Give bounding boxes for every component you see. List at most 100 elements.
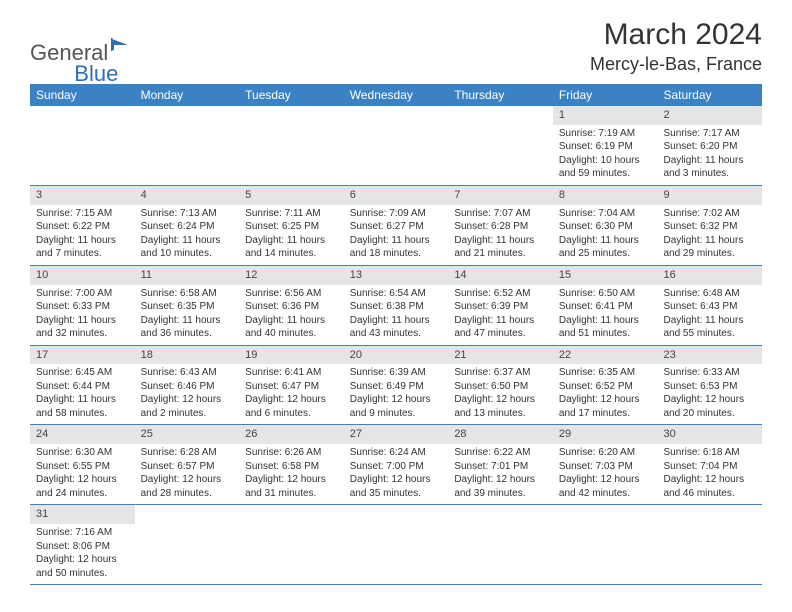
empty-cell <box>553 505 658 584</box>
day-line: Daylight: 11 hours <box>559 314 652 328</box>
day-line: and 18 minutes. <box>350 247 443 261</box>
day-line: Sunset: 6:58 PM <box>245 460 338 474</box>
month-title: March 2024 <box>590 18 762 52</box>
day-line: and 40 minutes. <box>245 327 338 341</box>
day-line: Sunset: 6:36 PM <box>245 300 338 314</box>
day-line: Sunrise: 6:24 AM <box>350 446 443 460</box>
empty-cell <box>344 505 449 584</box>
week-row: 3Sunrise: 7:15 AMSunset: 6:22 PMDaylight… <box>30 186 762 266</box>
day-line: Daylight: 12 hours <box>663 393 756 407</box>
day-line: and 36 minutes. <box>141 327 234 341</box>
day-cell: 30Sunrise: 6:18 AMSunset: 7:04 PMDayligh… <box>657 425 762 504</box>
day-line: and 50 minutes. <box>36 567 129 581</box>
day-number: 23 <box>657 346 762 365</box>
day-line: Sunset: 7:04 PM <box>663 460 756 474</box>
day-content: Sunrise: 6:41 AMSunset: 6:47 PMDaylight:… <box>239 364 344 424</box>
day-line: and 43 minutes. <box>350 327 443 341</box>
day-content: Sunrise: 6:58 AMSunset: 6:35 PMDaylight:… <box>135 285 240 345</box>
day-line: Sunrise: 7:07 AM <box>454 207 547 221</box>
day-line: Daylight: 11 hours <box>36 393 129 407</box>
day-header-cell: Wednesday <box>344 84 449 106</box>
day-number: 18 <box>135 346 240 365</box>
day-line: Sunrise: 6:52 AM <box>454 287 547 301</box>
week-row: 24Sunrise: 6:30 AMSunset: 6:55 PMDayligh… <box>30 425 762 505</box>
day-number: 27 <box>344 425 449 444</box>
day-line: and 46 minutes. <box>663 487 756 501</box>
day-line: Daylight: 11 hours <box>663 234 756 248</box>
day-line: Sunrise: 7:19 AM <box>559 127 652 141</box>
day-content: Sunrise: 7:04 AMSunset: 6:30 PMDaylight:… <box>553 205 658 265</box>
day-line: Sunset: 6:20 PM <box>663 140 756 154</box>
day-number: 2 <box>657 106 762 125</box>
day-header-cell: Monday <box>135 84 240 106</box>
day-content: Sunrise: 6:52 AMSunset: 6:39 PMDaylight:… <box>448 285 553 345</box>
day-cell: 18Sunrise: 6:43 AMSunset: 6:46 PMDayligh… <box>135 346 240 425</box>
empty-cell <box>448 505 553 584</box>
day-content: Sunrise: 7:13 AMSunset: 6:24 PMDaylight:… <box>135 205 240 265</box>
day-number: 16 <box>657 266 762 285</box>
day-line: Sunset: 7:01 PM <box>454 460 547 474</box>
day-number: 13 <box>344 266 449 285</box>
day-cell: 23Sunrise: 6:33 AMSunset: 6:53 PMDayligh… <box>657 346 762 425</box>
day-cell: 19Sunrise: 6:41 AMSunset: 6:47 PMDayligh… <box>239 346 344 425</box>
day-line: Sunrise: 6:28 AM <box>141 446 234 460</box>
day-line: Daylight: 11 hours <box>350 314 443 328</box>
day-content: Sunrise: 7:07 AMSunset: 6:28 PMDaylight:… <box>448 205 553 265</box>
day-line: Sunrise: 6:30 AM <box>36 446 129 460</box>
day-content: Sunrise: 6:33 AMSunset: 6:53 PMDaylight:… <box>657 364 762 424</box>
day-number: 30 <box>657 425 762 444</box>
day-line: Sunset: 6:52 PM <box>559 380 652 394</box>
day-line: Daylight: 12 hours <box>350 393 443 407</box>
day-line: and 9 minutes. <box>350 407 443 421</box>
day-line: Sunrise: 6:45 AM <box>36 366 129 380</box>
day-line: Daylight: 11 hours <box>36 234 129 248</box>
day-cell: 11Sunrise: 6:58 AMSunset: 6:35 PMDayligh… <box>135 266 240 345</box>
day-line: Sunrise: 7:04 AM <box>559 207 652 221</box>
location: Mercy-le-Bas, France <box>590 54 762 75</box>
day-number: 12 <box>239 266 344 285</box>
header: General Blue March 2024 Mercy-le-Bas, Fr… <box>30 18 762 76</box>
empty-cell <box>657 505 762 584</box>
day-line: Sunset: 6:22 PM <box>36 220 129 234</box>
day-cell: 29Sunrise: 6:20 AMSunset: 7:03 PMDayligh… <box>553 425 658 504</box>
calendar-body: 1Sunrise: 7:19 AMSunset: 6:19 PMDaylight… <box>30 106 762 585</box>
day-cell: 9Sunrise: 7:02 AMSunset: 6:32 PMDaylight… <box>657 186 762 265</box>
day-number: 20 <box>344 346 449 365</box>
day-line: Sunrise: 6:43 AM <box>141 366 234 380</box>
day-number: 28 <box>448 425 553 444</box>
day-line: and 20 minutes. <box>663 407 756 421</box>
day-number: 22 <box>553 346 658 365</box>
day-number: 29 <box>553 425 658 444</box>
day-cell: 15Sunrise: 6:50 AMSunset: 6:41 PMDayligh… <box>553 266 658 345</box>
day-line: Sunset: 6:47 PM <box>245 380 338 394</box>
day-line: Sunrise: 6:58 AM <box>141 287 234 301</box>
day-line: and 55 minutes. <box>663 327 756 341</box>
day-line: Sunrise: 6:22 AM <box>454 446 547 460</box>
day-line: Sunrise: 6:39 AM <box>350 366 443 380</box>
day-number: 17 <box>30 346 135 365</box>
day-line: Sunset: 8:06 PM <box>36 540 129 554</box>
day-number: 26 <box>239 425 344 444</box>
empty-cell <box>135 106 240 185</box>
day-cell: 26Sunrise: 6:26 AMSunset: 6:58 PMDayligh… <box>239 425 344 504</box>
empty-cell <box>448 106 553 185</box>
title-block: March 2024 Mercy-le-Bas, France <box>590 18 762 75</box>
day-line: Daylight: 11 hours <box>663 154 756 168</box>
day-number: 15 <box>553 266 658 285</box>
day-content: Sunrise: 6:56 AMSunset: 6:36 PMDaylight:… <box>239 285 344 345</box>
day-content: Sunrise: 7:19 AMSunset: 6:19 PMDaylight:… <box>553 125 658 185</box>
day-number: 10 <box>30 266 135 285</box>
day-cell: 25Sunrise: 6:28 AMSunset: 6:57 PMDayligh… <box>135 425 240 504</box>
day-line: Daylight: 11 hours <box>663 314 756 328</box>
day-line: Sunset: 6:53 PM <box>663 380 756 394</box>
day-cell: 24Sunrise: 6:30 AMSunset: 6:55 PMDayligh… <box>30 425 135 504</box>
day-line: Sunrise: 7:00 AM <box>36 287 129 301</box>
day-number: 9 <box>657 186 762 205</box>
day-number: 6 <box>344 186 449 205</box>
day-line: Daylight: 10 hours <box>559 154 652 168</box>
day-line: and 51 minutes. <box>559 327 652 341</box>
flag-icon <box>110 35 132 58</box>
day-line: Sunrise: 6:35 AM <box>559 366 652 380</box>
day-line: and 7 minutes. <box>36 247 129 261</box>
day-line: Sunrise: 7:16 AM <box>36 526 129 540</box>
